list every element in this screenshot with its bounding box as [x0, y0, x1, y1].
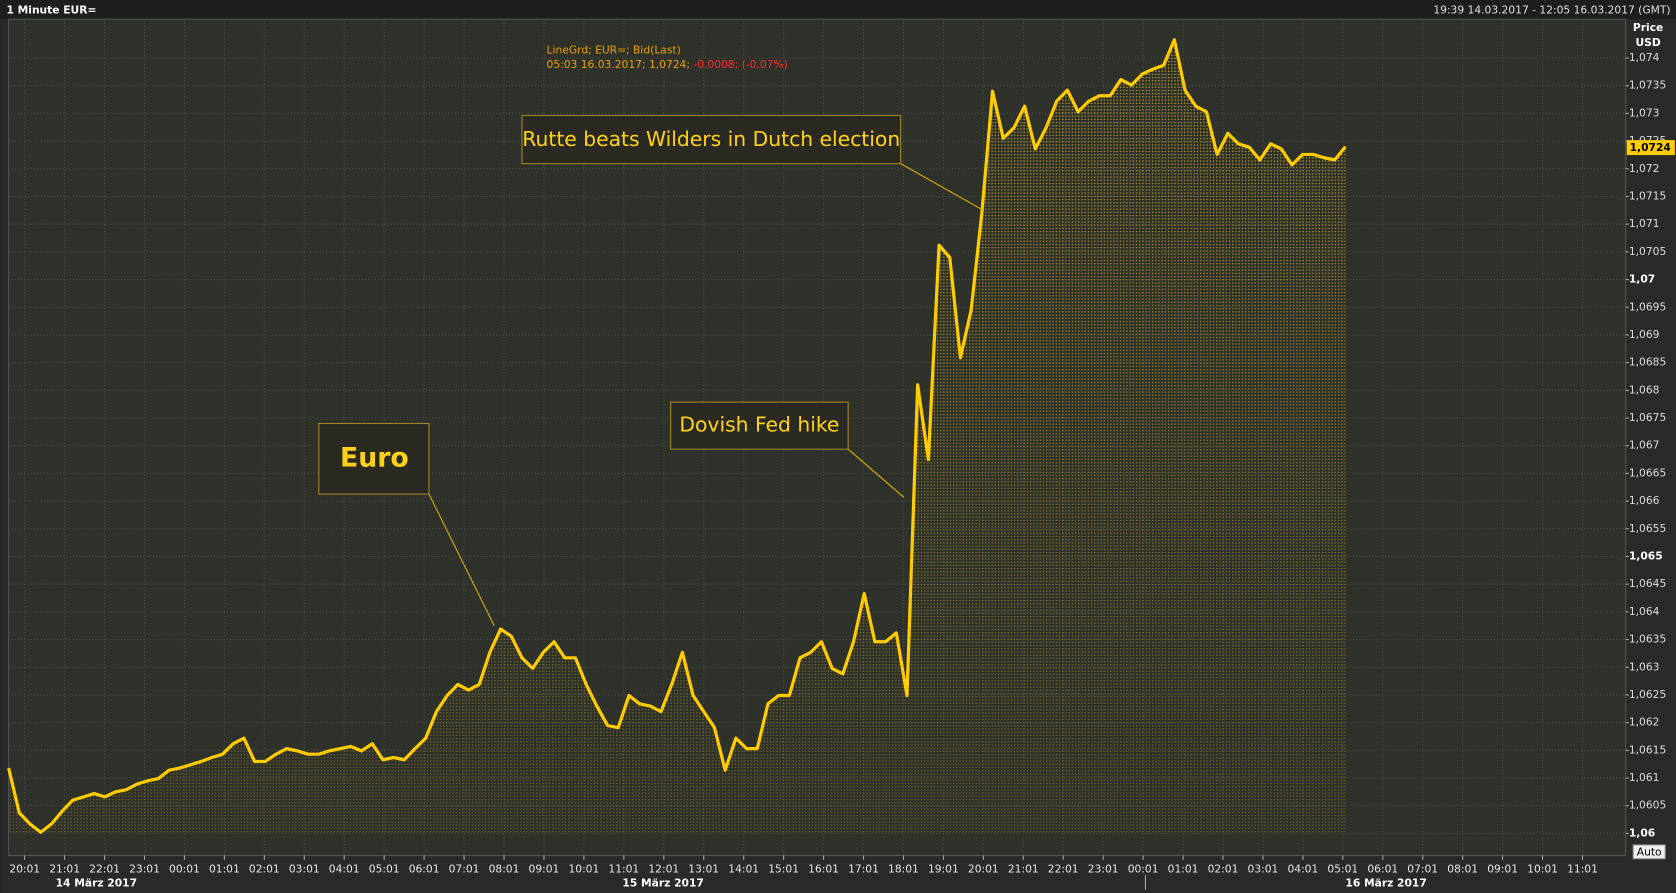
annotation: Dovish Fed hike: [679, 413, 839, 437]
price-line: [7, 38, 1347, 834]
auto-button[interactable]: [1632, 844, 1666, 860]
x-tick-label: 21:01: [1008, 862, 1039, 875]
x-tick-label: 03:01: [1248, 862, 1279, 875]
x-tick-label: 07:01: [449, 862, 480, 875]
y-tick-label: 1,072: [1629, 162, 1660, 175]
x-tick-label: 00:01: [1128, 862, 1159, 875]
x-tick-label: 07:01: [1407, 862, 1438, 875]
x-tick-label: 20:01: [968, 862, 999, 875]
x-tick-label: 20:01: [9, 862, 40, 875]
x-tick-label: 10:01: [568, 862, 599, 875]
info-line: LineGrd; EUR=; Bid(Last): [547, 43, 681, 56]
y-tick-label: 1,0655: [1629, 522, 1666, 535]
area: [8, 39, 1346, 834]
x-tick-label: 01:01: [1168, 862, 1199, 875]
annotation: Rutte beats Wilders in Dutch election: [522, 127, 900, 151]
x-tick-label: 04:01: [329, 862, 360, 875]
leader-line: [847, 448, 905, 498]
y-tick-label: 1,073: [1629, 106, 1660, 119]
x-tick-label: 00:01: [169, 862, 200, 875]
y-tick-label: 1,0675: [1629, 411, 1666, 424]
y-tick-label: 1,065: [1629, 549, 1663, 562]
x-tick-label: 18:01: [888, 862, 919, 875]
y-tick-label: 1,0735: [1629, 79, 1666, 92]
x-tick-label: 06:01: [409, 862, 440, 875]
y-tick-label: 1,067: [1629, 439, 1660, 452]
y-tick-label: 1,064: [1629, 605, 1660, 618]
x-tick-label: 11:01: [608, 862, 639, 875]
date-label: 15 März 2017: [622, 876, 703, 889]
y-tick-label: 1,06: [1629, 826, 1655, 839]
x-tick-label: 10:01: [1527, 862, 1558, 875]
x-tick-label: 08:01: [489, 862, 520, 875]
y-tick-label: 1,0685: [1629, 356, 1666, 369]
y-tick-label: 1,069: [1629, 328, 1660, 341]
x-tick-label: 13:01: [688, 862, 719, 875]
header-bar: [0, 0, 1676, 20]
y-tick-label: 1,063: [1629, 660, 1660, 673]
x-tick-label: 23:01: [1088, 862, 1119, 875]
y-tick-label: 1,071: [1629, 217, 1660, 230]
annotation-box: [318, 422, 430, 495]
x-tick-label: 15:01: [768, 862, 799, 875]
x-tick-label: 04:01: [1287, 862, 1318, 875]
x-tick-label: 05:01: [369, 862, 400, 875]
date-label: 14 März 2017: [56, 876, 137, 889]
y-tick-label: 1,0715: [1629, 189, 1666, 202]
x-tick-label: 23:01: [129, 862, 160, 875]
x-tick-label: 09:01: [1487, 862, 1518, 875]
x-tick-label: 03:01: [289, 862, 320, 875]
annotation-box: [670, 401, 849, 450]
x-tick-label: 14:01: [728, 862, 759, 875]
y-tick-label: 1,061: [1629, 771, 1660, 784]
info-line: 05:03 16.03.2017; 1,0724; -0,0008; (-0,0…: [547, 58, 788, 71]
y-tick-label: 1,066: [1629, 494, 1660, 507]
x-tick-label: 08:01: [1447, 862, 1478, 875]
y-axis-unit: USD: [1635, 36, 1660, 49]
y-tick-label: 1,062: [1629, 716, 1660, 729]
annotation-box: [521, 114, 902, 165]
x-tick-label: 21:01: [49, 862, 80, 875]
y-tick-label: 1,0645: [1629, 577, 1666, 590]
x-tick-label: 02:01: [249, 862, 280, 875]
x-tick-label: 02:01: [1208, 862, 1239, 875]
x-tick-label: 09:01: [529, 862, 560, 875]
x-tick-label: 17:01: [848, 862, 879, 875]
y-tick-label: 1,0665: [1629, 466, 1666, 479]
date-label: 16 März 2017: [1345, 876, 1426, 889]
x-tick-label: 16:01: [808, 862, 839, 875]
x-tick-label: 11:01: [1567, 862, 1598, 875]
y-tick-label: 1,0605: [1629, 799, 1666, 812]
y-tick-label: 1,0635: [1629, 633, 1666, 646]
y-tick-label: 1,0625: [1629, 688, 1666, 701]
header-title: 1 Minute EUR=: [6, 4, 96, 17]
header-range: 19:39 14.03.2017 - 12:05 16.03.2017 (GMT…: [1433, 4, 1670, 17]
info-value: 05:03 16.03.2017; 1,0724;: [547, 58, 694, 71]
x-tick-label: 19:01: [928, 862, 959, 875]
info-change: -0,0008; (-0,07%): [693, 58, 787, 71]
x-tick-label: 05:01: [1327, 862, 1358, 875]
y-tick-label: 1,074: [1629, 51, 1660, 64]
y-tick-label: 1,07: [1629, 273, 1655, 286]
last-value-box: [1626, 140, 1675, 156]
x-tick-label: 22:01: [89, 862, 120, 875]
x-tick-label: 06:01: [1367, 862, 1398, 875]
leader-line: [428, 493, 495, 626]
y-tick-label: 1,068: [1629, 383, 1660, 396]
y-axis-title: Price: [1633, 21, 1663, 34]
y-tick-label: 1,0615: [1629, 743, 1666, 756]
y-tick-label: 1,0705: [1629, 245, 1666, 258]
x-tick-label: 12:01: [648, 862, 679, 875]
y-tick-label: 1,0695: [1629, 300, 1666, 313]
last-value-label: 1,0724: [1630, 141, 1671, 154]
annotation: Euro: [340, 442, 409, 473]
x-tick-label: 22:01: [1048, 862, 1079, 875]
x-tick-label: 01:01: [209, 862, 240, 875]
leader-line: [900, 163, 985, 212]
auto-button-label[interactable]: Auto: [1637, 845, 1662, 858]
